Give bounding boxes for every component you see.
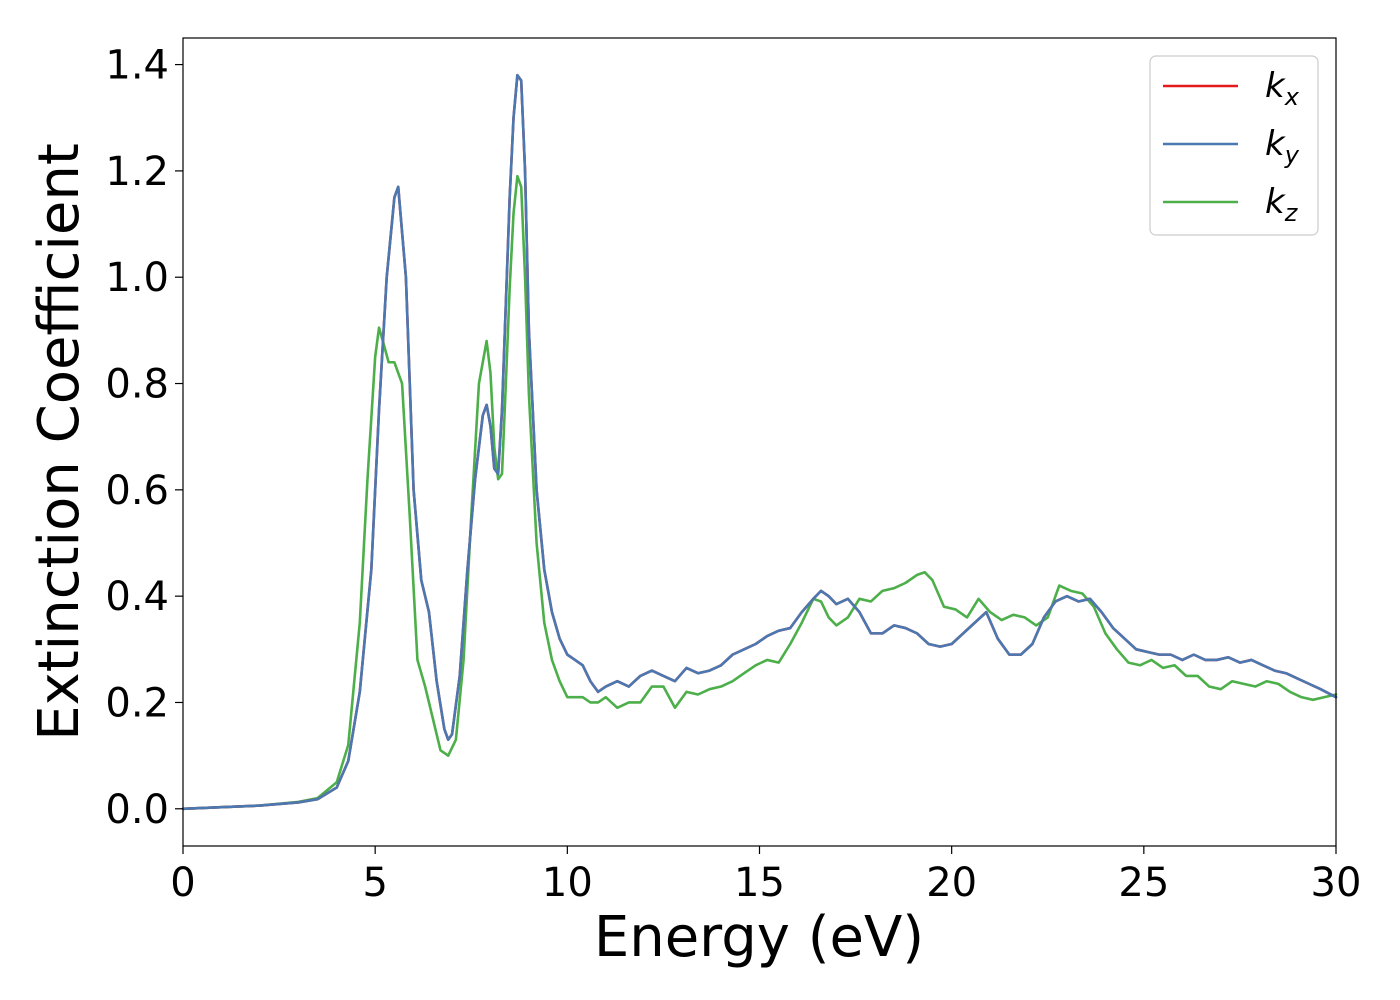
x-tick-label: 25	[1118, 860, 1169, 906]
legend-box	[1149, 55, 1319, 236]
x-axis-title: Energy (eV)	[594, 905, 924, 970]
x-tick-label: 10	[542, 860, 593, 906]
legend-items: kx ky kz	[1163, 66, 1300, 227]
x-tick-label: 30	[1311, 860, 1362, 906]
y-tick-label: 1.2	[105, 149, 169, 195]
x-tick-label: 0	[170, 860, 195, 906]
x-axis-ticks: 0 5 10 15 20 25 30	[170, 846, 1361, 906]
y-axis-title: Extinction Coefficient	[27, 143, 92, 741]
series-line-ky	[181, 73, 1338, 811]
x-tick-label: 15	[734, 860, 785, 906]
y-tick-label: 0.0	[105, 787, 169, 833]
legend-label-kz: kz	[1265, 182, 1299, 227]
y-tick-label: 1.4	[105, 43, 169, 89]
plot-lines	[181, 73, 1338, 811]
legend: kx ky kz	[1149, 55, 1319, 236]
y-tick-label: 0.6	[105, 468, 169, 514]
legend-label-ky: ky	[1265, 124, 1300, 169]
series-line-kz	[181, 174, 1338, 811]
y-tick-label: 0.8	[105, 362, 169, 408]
y-axis-ticks: 0.0 0.2 0.4 0.6 0.8 1.0 1.2 1.4	[105, 43, 183, 833]
y-tick-label: 0.4	[105, 574, 169, 620]
x-tick-label: 5	[362, 860, 387, 906]
x-tick-label: 20	[926, 860, 977, 906]
y-tick-label: 1.0	[105, 255, 169, 301]
y-tick-label: 0.2	[105, 680, 169, 726]
legend-label-kx: kx	[1265, 66, 1300, 111]
